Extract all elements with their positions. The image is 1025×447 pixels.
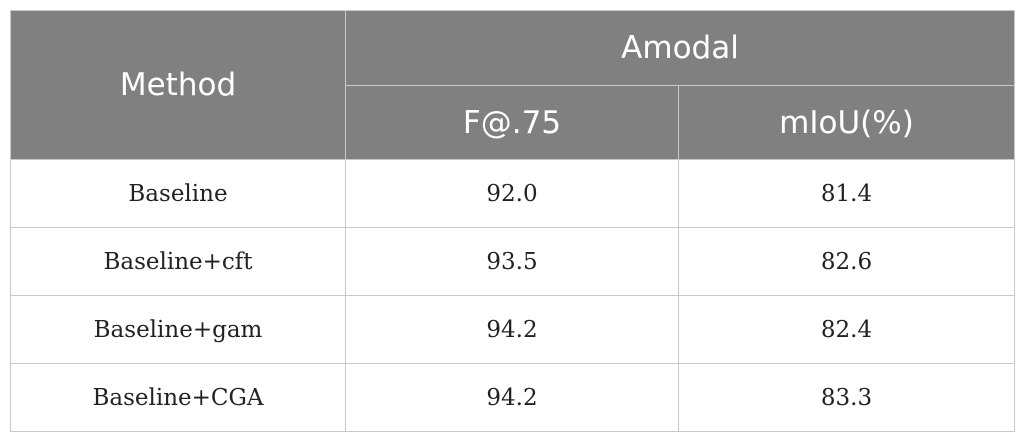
header-row-2: F@.75 mIoU(%) (11, 85, 1016, 160)
table-body: Baseline 92.0 81.4 Baseline+cft 93.5 82.… (10, 159, 1016, 432)
f75-cell: 92.0 (345, 159, 679, 228)
results-table: Method Amodal F@.75 mIoU(%) Baseline 92.… (10, 10, 1016, 432)
method-cell: Baseline+cft (10, 227, 346, 296)
amodal-header: Amodal (344, 10, 1016, 86)
miou-cell: 81.4 (677, 159, 1016, 228)
miou-cell: 82.6 (677, 227, 1016, 296)
method-cell: Baseline+gam (10, 295, 346, 364)
f75-cell: 93.5 (345, 227, 679, 296)
table-header: Method Amodal F@.75 mIoU(%) (10, 10, 1016, 160)
table-row: Baseline+CGA 94.2 83.3 (10, 363, 1016, 432)
f75-cell: 94.2 (345, 363, 679, 432)
method-cell: Baseline (10, 159, 346, 228)
method-cell: Baseline+CGA (10, 363, 346, 432)
miou-cell: 82.4 (677, 295, 1016, 364)
table-row: Baseline 92.0 81.4 (10, 159, 1016, 228)
table-row: Baseline+cft 93.5 82.6 (10, 227, 1016, 296)
f75-cell: 94.2 (345, 295, 679, 364)
table-row: Baseline+gam 94.2 82.4 (10, 295, 1016, 364)
miou-header: mIoU(%) (677, 85, 1016, 160)
header-row-1: Method Amodal (10, 10, 1016, 160)
method-header: Method (10, 10, 346, 160)
miou-cell: 83.3 (677, 363, 1016, 432)
f75-header: F@.75 (345, 85, 679, 160)
